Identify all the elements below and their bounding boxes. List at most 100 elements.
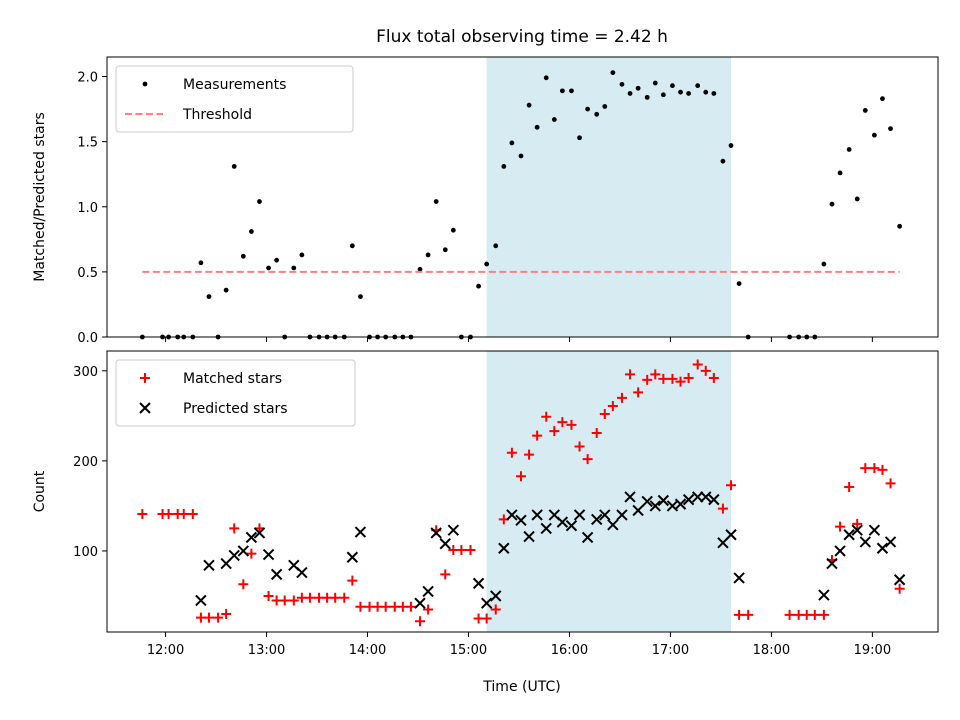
data-point <box>854 196 860 202</box>
data-point <box>498 542 510 554</box>
data-point <box>644 94 650 100</box>
data-point <box>439 538 451 550</box>
data-point <box>700 365 711 376</box>
data-point <box>299 252 305 258</box>
data-point <box>569 88 574 94</box>
data-point <box>490 604 501 615</box>
data-point <box>700 491 712 503</box>
data-point <box>594 111 600 117</box>
data-point <box>573 509 586 521</box>
data-point <box>717 503 728 514</box>
data-point <box>253 527 266 539</box>
x-tick-label: 19:00 <box>854 643 891 658</box>
data-point <box>678 89 683 95</box>
data-point <box>231 163 237 169</box>
data-point <box>472 577 485 590</box>
data-point <box>852 518 863 529</box>
data-point <box>686 91 691 96</box>
data-point <box>625 369 636 380</box>
observing-window-span <box>486 351 732 632</box>
data-point <box>425 252 431 258</box>
data-point <box>826 557 838 570</box>
data-point <box>682 493 695 506</box>
data-point <box>237 545 250 557</box>
data-point <box>422 585 434 598</box>
data-point <box>178 509 189 520</box>
y-tick-label: 1.0 <box>77 201 98 216</box>
data-point <box>288 595 299 606</box>
data-point <box>897 223 903 229</box>
data-point <box>868 524 881 536</box>
data-point <box>541 411 552 422</box>
data-point <box>296 566 308 579</box>
x-tick-label: 12:00 <box>147 643 184 658</box>
data-point <box>423 604 434 615</box>
data-point <box>633 387 644 398</box>
data-point <box>565 520 578 532</box>
y-tick-label: 1.5 <box>77 136 98 151</box>
data-point <box>627 91 633 96</box>
data-point <box>405 601 416 612</box>
data-point <box>556 516 569 528</box>
data-point <box>532 430 543 441</box>
x-tick-label: 17:00 <box>652 643 689 658</box>
data-point <box>577 135 582 141</box>
count-panel: 100 200 300 12:00 13:00 14:00 15:00 16:00 17:00 1… <box>32 350 939 658</box>
data-point <box>734 609 745 620</box>
data-point <box>829 201 835 207</box>
x-tick-label: 14:00 <box>349 643 386 658</box>
data-point <box>515 514 527 527</box>
data-point <box>551 117 557 122</box>
data-point <box>354 526 367 538</box>
legend-marker <box>139 402 151 414</box>
data-point <box>433 199 439 204</box>
data-point <box>355 601 366 612</box>
data-point <box>240 253 246 259</box>
data-point <box>660 92 666 98</box>
data-point <box>440 569 451 580</box>
data-point <box>649 500 661 512</box>
data-point <box>607 519 619 531</box>
data-point <box>566 419 577 430</box>
data-point <box>641 495 653 508</box>
data-point <box>683 373 694 384</box>
data-point <box>581 531 594 544</box>
data-point <box>675 376 686 387</box>
legend-marker <box>142 81 148 87</box>
data-point <box>703 89 709 95</box>
data-point <box>574 441 585 452</box>
data-point <box>221 608 232 619</box>
data-point <box>509 140 515 146</box>
data-point <box>728 143 734 148</box>
data-point <box>834 545 846 557</box>
x-axis-label: Time (UTC) <box>482 679 560 695</box>
data-point <box>862 107 868 113</box>
data-point <box>695 83 701 89</box>
data-point <box>642 374 653 385</box>
data-point <box>720 158 726 164</box>
data-point <box>559 88 565 94</box>
legend-label: Threshold <box>182 107 252 123</box>
y-tick-label: 0.5 <box>77 266 98 281</box>
data-point <box>540 522 552 535</box>
data-point <box>524 449 535 460</box>
data-point <box>877 464 888 475</box>
x-tick-label: 18:00 <box>753 643 790 658</box>
data-point <box>846 147 852 152</box>
data-point <box>198 260 204 266</box>
data-point <box>692 359 703 370</box>
data-point <box>599 509 611 521</box>
data-point <box>602 104 608 109</box>
data-point <box>203 612 214 623</box>
data-point <box>543 75 549 81</box>
data-point <box>674 498 687 510</box>
data-point <box>442 247 448 253</box>
y-tick-label: 300 <box>73 365 98 380</box>
data-point <box>279 595 290 606</box>
data-point <box>447 524 460 536</box>
data-point <box>484 261 490 267</box>
data-point <box>515 471 526 482</box>
data-point <box>358 294 363 300</box>
data-point <box>585 106 591 112</box>
